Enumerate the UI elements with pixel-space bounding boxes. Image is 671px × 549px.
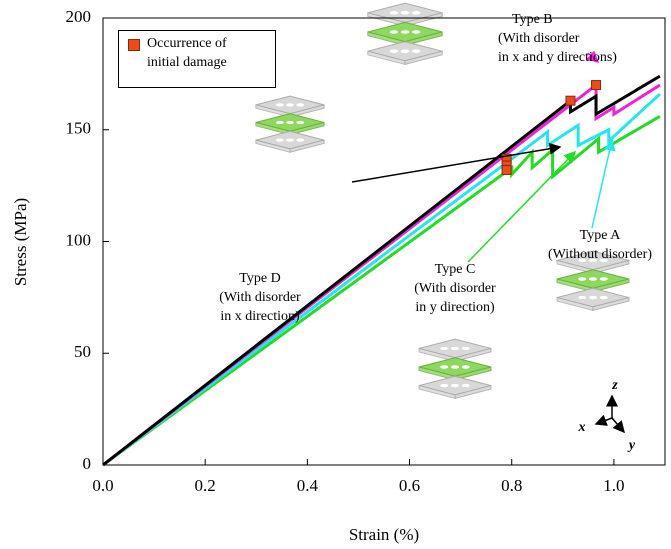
- legend: Occurrence of initial damage: [118, 30, 276, 88]
- plate-side: [404, 50, 443, 66]
- hole: [450, 383, 460, 388]
- annotation-text: in x direction): [220, 309, 300, 324]
- series-line: [102, 115, 661, 467]
- legend-label: Occurrence of initial damage: [147, 36, 227, 70]
- annotation-text: (With disorder: [498, 31, 580, 46]
- plate-side: [454, 384, 492, 399]
- hole: [450, 346, 460, 351]
- hole: [578, 277, 587, 281]
- annotation-text: Type A: [580, 228, 622, 243]
- hole: [275, 138, 284, 142]
- hole: [286, 138, 294, 142]
- hole: [588, 295, 598, 300]
- x-tick-label: 0.2: [195, 476, 216, 495]
- hole: [440, 346, 449, 351]
- structure-image: [367, 2, 443, 66]
- hole: [599, 295, 608, 300]
- series-line: [102, 82, 661, 467]
- hole: [400, 11, 410, 15]
- plate-side: [592, 296, 630, 311]
- hole: [296, 138, 305, 142]
- triad-label: x: [578, 420, 586, 435]
- annotation-text: (With disorder: [414, 281, 496, 296]
- hole: [400, 49, 410, 53]
- legend-swatch: [128, 39, 140, 51]
- x-tick-label: 0.4: [297, 476, 319, 495]
- hole: [400, 30, 410, 34]
- damage-marker: [501, 164, 512, 175]
- structure-image: [255, 95, 325, 153]
- x-tick-label: 1.0: [603, 476, 624, 495]
- triad-label: z: [611, 378, 618, 393]
- hole: [578, 258, 587, 263]
- x-tick-label: 0.0: [92, 476, 113, 495]
- annotation-text: in x and y directions): [498, 50, 617, 65]
- annotation-text: Type B: [512, 12, 553, 27]
- structure-image: [556, 250, 630, 311]
- damage-marker: [591, 80, 602, 91]
- x-tick-label: 0.8: [501, 476, 522, 495]
- hole: [599, 277, 608, 281]
- annotation-text: Type D: [239, 271, 280, 286]
- hole: [389, 49, 399, 53]
- series-line: [102, 74, 661, 467]
- hole: [411, 30, 421, 34]
- hole: [440, 383, 449, 388]
- annotation-arrow: [351, 142, 562, 183]
- annotation-text: in y direction): [415, 300, 495, 315]
- hole: [588, 258, 598, 263]
- structure-image: [418, 338, 492, 399]
- annotation-arrow: [586, 50, 600, 64]
- triad-axis: [611, 417, 625, 434]
- hole: [286, 103, 294, 107]
- hole: [296, 120, 305, 125]
- hole: [286, 120, 294, 125]
- hole: [275, 120, 284, 125]
- hole: [411, 49, 421, 53]
- y-tick-label: 150: [66, 119, 92, 138]
- annotation-arrow: [591, 138, 616, 229]
- y-tick-label: 0: [83, 454, 92, 473]
- y-tick-label: 100: [66, 230, 92, 249]
- hole: [450, 365, 460, 369]
- hole: [578, 295, 587, 300]
- plate-side: [289, 139, 325, 153]
- damage-marker: [565, 95, 576, 106]
- hole: [275, 103, 284, 107]
- triad-label: y: [627, 438, 636, 453]
- hole: [461, 383, 470, 388]
- annotation-text: Type C: [435, 262, 476, 277]
- annotation-text: (With disorder: [219, 290, 301, 305]
- hole: [296, 103, 305, 107]
- hole: [599, 258, 608, 263]
- x-axis-label: Strain (%): [349, 525, 419, 544]
- y-tick-label: 200: [66, 7, 92, 26]
- annotation-arrow: [467, 150, 577, 263]
- triad-axis: [594, 414, 613, 426]
- hole: [411, 11, 421, 15]
- hole: [389, 11, 399, 15]
- hole: [461, 365, 470, 369]
- y-tick-label: 50: [74, 342, 91, 361]
- hole: [440, 365, 449, 369]
- y-axis-label: Stress (MPa): [11, 198, 30, 286]
- x-tick-label: 0.6: [399, 476, 420, 495]
- hole: [588, 277, 598, 281]
- annotation-text: (Without disorder): [548, 247, 652, 262]
- hole: [461, 346, 470, 351]
- hole: [389, 30, 399, 34]
